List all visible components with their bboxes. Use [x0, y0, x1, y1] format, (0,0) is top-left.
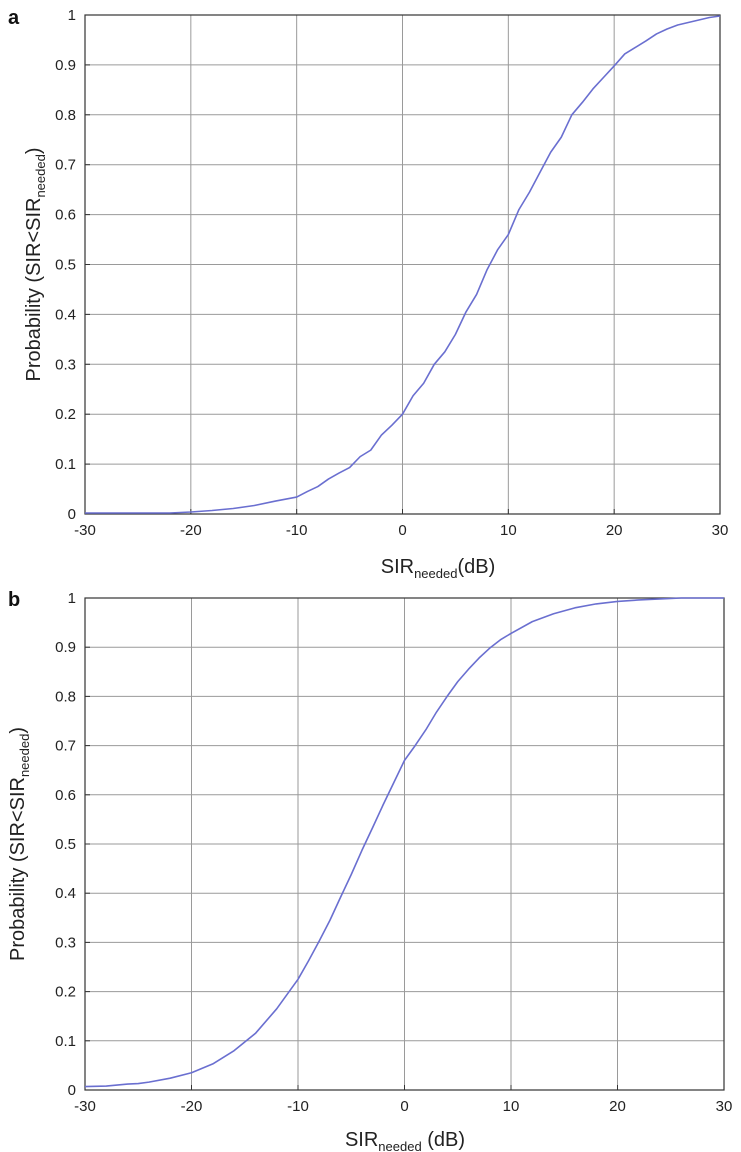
x-tick-label: 10	[503, 1098, 520, 1115]
y-tick-label: 0.3	[55, 356, 76, 373]
x-tick-label: -20	[181, 1098, 203, 1115]
y-axis-label: Probability (SIR<SIRneeded)	[23, 147, 48, 381]
x-tick-label: -10	[287, 1098, 309, 1115]
y-tick-label: 0.4	[55, 885, 76, 902]
y-tick-label: 0	[68, 1082, 76, 1099]
y-tick-label: 1	[68, 7, 76, 24]
chart-panel-b: -30 -20 -10 0 10 20 30 0 0.1 0.2 0.3 0.4 0.5 0.6 0.7 0.…	[7, 589, 732, 1152]
x-tick-label: 30	[712, 522, 729, 539]
x-tick-label: 0	[400, 1098, 408, 1115]
y-tick-label: 0.6	[55, 207, 76, 224]
x-axis-label: SIRneeded(dB)	[381, 556, 496, 581]
y-tick-label: 0.2	[55, 406, 76, 423]
y-tick-label: 0.1	[55, 1033, 76, 1050]
chart-panel-a: -30 -20 -10 0 10 20 30 0 0.1 0.2 0.3 0.4 0.5 0.6 0.7 0.…	[8, 7, 728, 581]
x-tick-label: -30	[74, 522, 96, 539]
x-tick-label: 20	[606, 522, 623, 539]
x-tick-label: -10	[286, 522, 308, 539]
y-tick-label: 0.5	[55, 257, 76, 274]
y-tick-label: 0.9	[55, 57, 76, 74]
x-axis-label: SIRneeded (dB)	[345, 1129, 465, 1152]
y-tick-label: 1	[68, 590, 76, 607]
x-tick-label: -20	[180, 522, 202, 539]
x-tick-label: 0	[398, 522, 406, 539]
y-tick-label: 0.3	[55, 934, 76, 951]
y-tick-label: 0.1	[55, 456, 76, 473]
x-tick-label: 10	[500, 522, 517, 539]
x-tick-label: 20	[609, 1098, 626, 1115]
x-tick-label: -30	[74, 1098, 96, 1115]
y-tick-label: 0.7	[55, 157, 76, 174]
y-tick-label: 0.8	[55, 107, 76, 124]
y-tick-label: 0.4	[55, 306, 76, 323]
y-tick-label: 0.6	[55, 787, 76, 804]
y-tick-label: 0.2	[55, 984, 76, 1001]
series-line	[85, 15, 721, 514]
y-tick-label: 0.5	[55, 836, 76, 853]
y-tick-label: 0	[68, 506, 76, 523]
series-line	[84, 597, 724, 1088]
panel-label: a	[8, 7, 20, 29]
x-tick-label: 30	[716, 1098, 733, 1115]
y-tick-label: 0.7	[55, 738, 76, 755]
y-axis-label: Probability (SIR<SIRneeded)	[7, 727, 32, 961]
y-tick-label: 0.8	[55, 688, 76, 705]
y-tick-label: 0.9	[55, 639, 76, 656]
panel-label: b	[8, 589, 20, 611]
